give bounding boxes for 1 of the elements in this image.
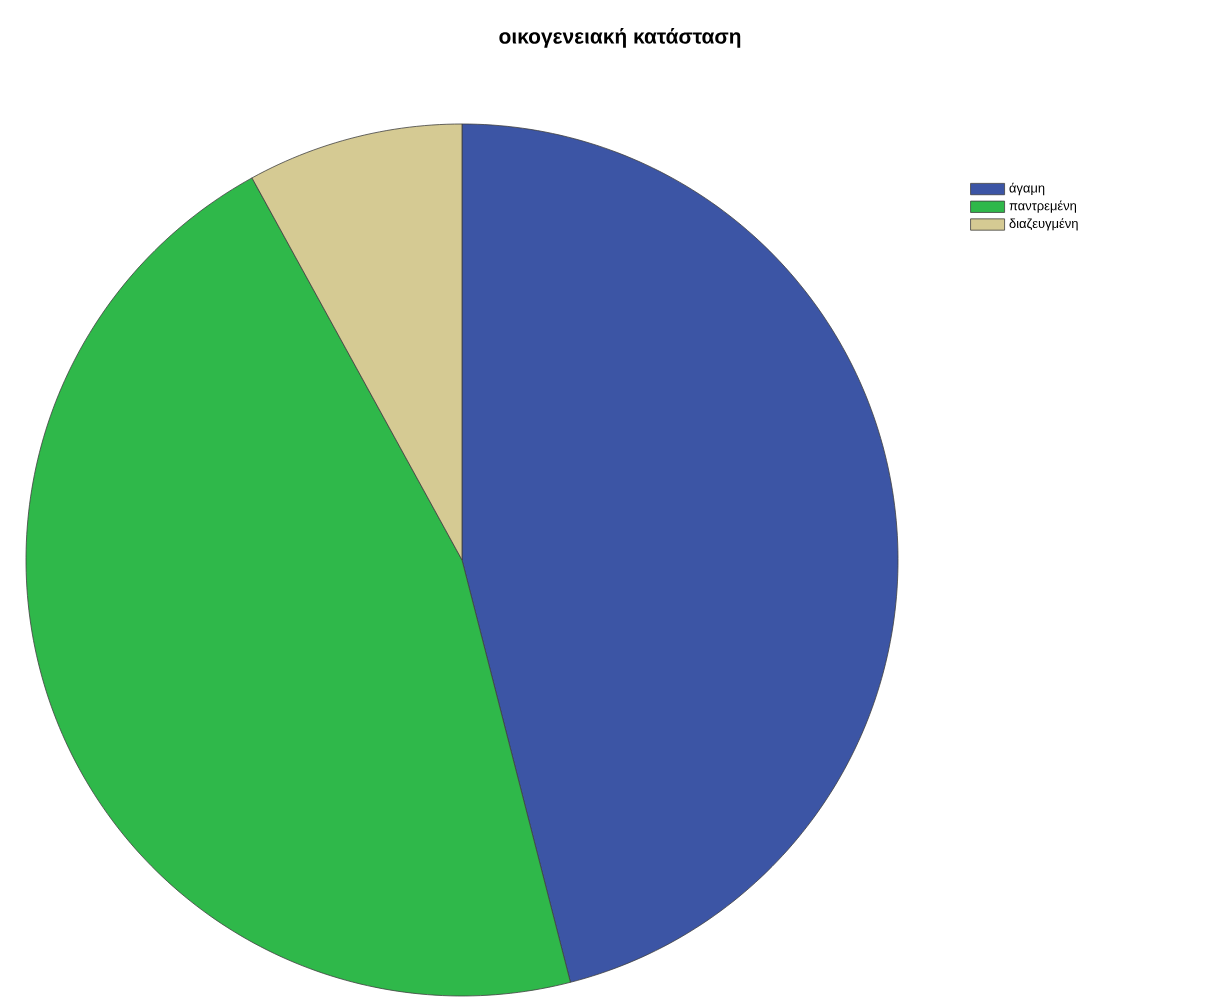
- chart-title: οικογενειακή κατάσταση: [499, 28, 741, 48]
